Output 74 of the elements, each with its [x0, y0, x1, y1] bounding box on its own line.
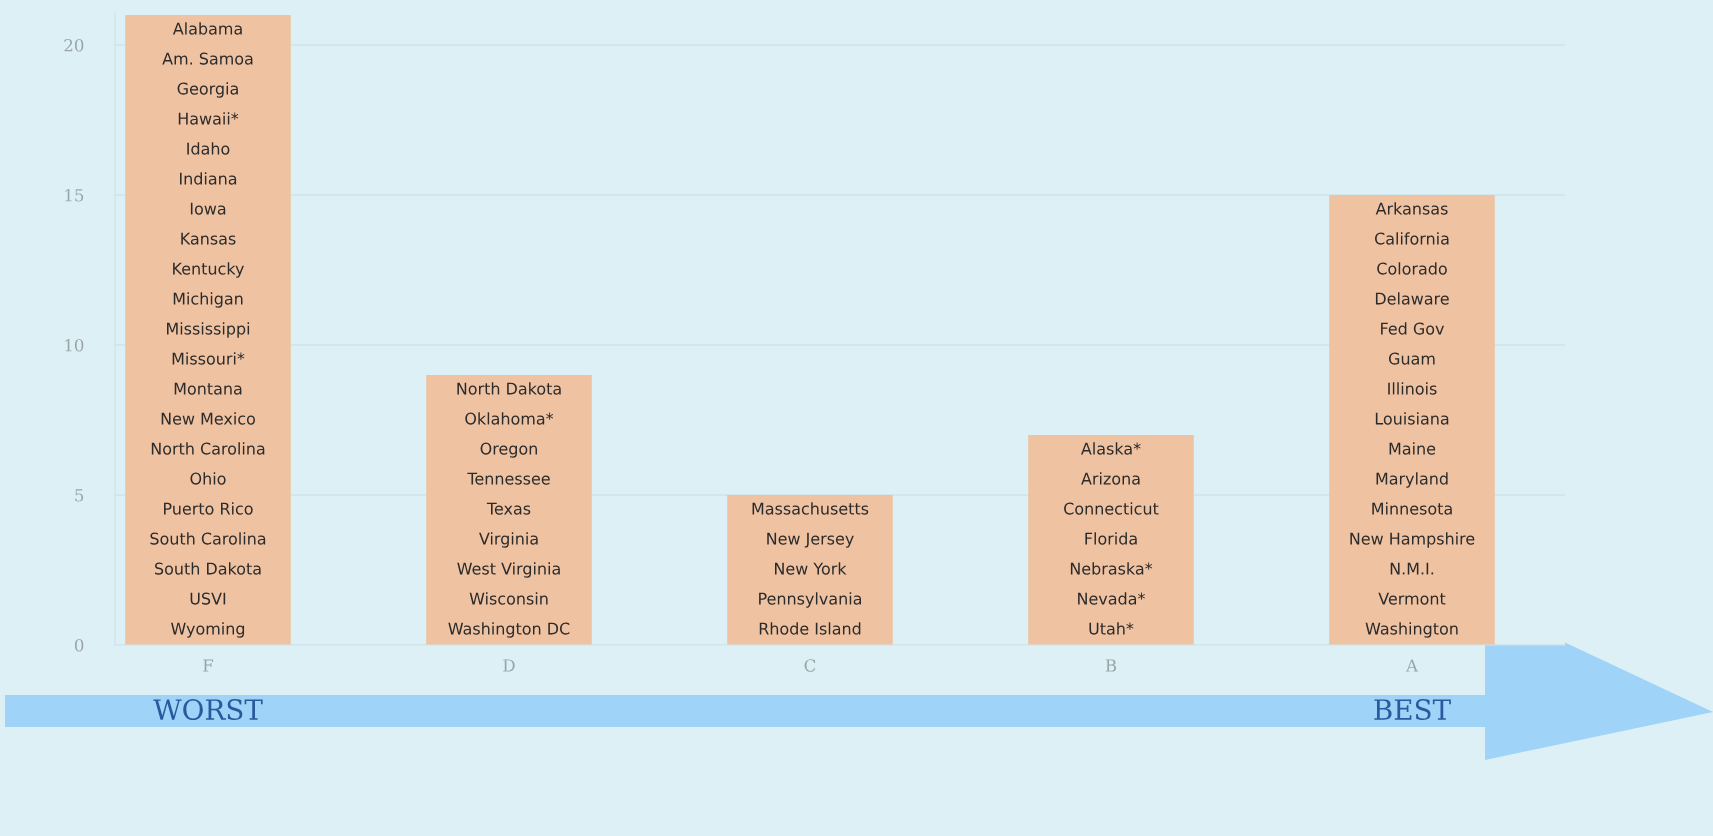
annotation: South Dakota — [155, 562, 261, 575]
annotation: Montana — [174, 382, 242, 395]
annotation: Alaska* — [1081, 442, 1141, 455]
annotation: Iowa — [190, 202, 226, 215]
annotation: Washington DC — [448, 622, 570, 638]
annotation: Utah* — [1089, 622, 1134, 635]
annotation: Oregon — [480, 442, 537, 458]
bar — [1028, 435, 1194, 645]
annotation: Pennsylvania — [759, 592, 862, 608]
annotation: Kentucky — [173, 262, 244, 278]
annotation: Georgia — [177, 82, 238, 98]
annotation: Oklahoma* — [465, 412, 554, 425]
text: WORST — [153, 699, 263, 721]
annotation: Hawaii* — [178, 112, 239, 125]
y-tick-label: 0 — [74, 638, 84, 652]
annotation: Texas — [486, 502, 531, 515]
annotation: Wisconsin — [469, 592, 548, 605]
annotation: North Carolina — [151, 442, 265, 455]
annotation: Puerto Rico — [164, 502, 253, 515]
annotation: South Carolina — [150, 532, 266, 545]
annotation: Arizona — [1081, 472, 1140, 485]
annotation: Connecticut — [1064, 502, 1159, 515]
annotation: Indiana — [180, 172, 237, 185]
annotation: Fed Gov — [1381, 322, 1444, 335]
text: BEST — [1374, 699, 1451, 721]
annotation: Florida — [1085, 532, 1137, 545]
x-tick-label: B — [1105, 659, 1117, 672]
y-tick-label: 10 — [65, 338, 84, 352]
annotation: Maryland — [1376, 472, 1448, 488]
annotation: Wyoming — [171, 622, 245, 638]
annotation: Michigan — [173, 292, 243, 308]
annotation: Colorado — [1377, 262, 1447, 275]
annotation: Idaho — [187, 142, 230, 155]
bar — [1329, 195, 1495, 645]
annotation: Washington — [1365, 622, 1458, 638]
annotation: Nevada* — [1078, 592, 1145, 605]
annotation: Louisiana — [1375, 412, 1449, 425]
bar — [426, 375, 592, 645]
annotation: USVI — [190, 592, 226, 605]
x-tick-label: D — [503, 659, 515, 672]
annotation: Tennessee — [467, 472, 550, 485]
annotation: California — [1374, 232, 1449, 245]
x-tick-label: C — [804, 659, 816, 672]
x-tick-label: A — [1405, 659, 1419, 672]
annotation: Illinois — [1388, 382, 1437, 395]
annotation: Arkansas — [1375, 202, 1448, 215]
x-tick-label: F — [203, 659, 214, 672]
annotation: Guam — [1388, 352, 1435, 365]
annotation: Am. Samoa — [162, 52, 253, 65]
annotation: New York — [775, 562, 847, 575]
annotation: North Dakota — [457, 382, 561, 395]
annotation: Alabama — [172, 22, 242, 35]
annotation: Massachusetts — [752, 502, 869, 515]
annotation: Maine — [1389, 442, 1436, 455]
annotation: Delaware — [1375, 292, 1449, 305]
annotation: Kansas — [181, 232, 236, 245]
y-tick-label: 15 — [65, 188, 84, 202]
annotation: Rhode Island — [759, 622, 861, 635]
annotation: Nebraska* — [1070, 562, 1153, 575]
y-tick-label: 20 — [64, 38, 84, 52]
annotation: New Jersey — [767, 532, 854, 548]
annotation: Ohio — [190, 472, 226, 485]
annotation: N.M.I. — [1390, 562, 1434, 575]
annotation: New Mexico — [161, 412, 255, 425]
annotation: Mississippi — [167, 322, 250, 338]
annotation: Missouri* — [172, 352, 245, 365]
bar — [727, 495, 893, 645]
annotation: Vermont — [1378, 592, 1446, 605]
annotation: West Virginia — [457, 562, 560, 578]
annotation: New Hampshire — [1350, 532, 1475, 548]
y-tick-label: 5 — [75, 489, 84, 502]
annotation: Virginia — [479, 532, 538, 548]
annotation: Minnesota — [1372, 502, 1452, 515]
bar — [125, 15, 291, 645]
